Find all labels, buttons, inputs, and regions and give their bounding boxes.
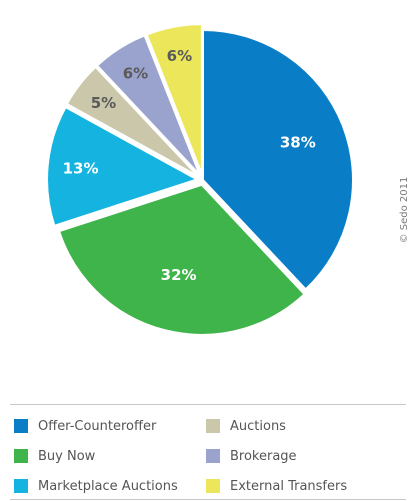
legend-label: External Transfers: [230, 478, 348, 494]
legend-label: Brokerage: [230, 448, 297, 464]
legend-item-brokerage: Brokerage: [206, 446, 297, 466]
legend-label: Auctions: [230, 418, 286, 434]
legend-swatch: [206, 419, 220, 433]
slice-label-external-transfers: 6%: [167, 47, 192, 65]
legend: Offer-Counteroffer Buy Now Marketplace A…: [14, 416, 404, 496]
legend-item-offer-counteroffer: Offer-Counteroffer: [14, 416, 156, 436]
pie-slice-external-transfers: [145, 23, 203, 175]
legend-swatch: [206, 449, 220, 463]
pie-slice-brokerage: [95, 34, 201, 176]
slice-label-marketplace-auctions: 13%: [63, 159, 99, 177]
legend-swatch: [14, 479, 28, 493]
legend-top-divider: [10, 404, 406, 405]
pie-slices: [46, 23, 354, 336]
pie-slice-buy-now: [57, 183, 306, 336]
pie-labels: 38% 32% 13% 5% 6% 6%: [63, 47, 316, 284]
slice-label-brokerage: 6%: [123, 65, 148, 83]
legend-item-buy-now: Buy Now: [14, 446, 95, 466]
legend-label: Buy Now: [38, 448, 96, 464]
slice-label-offer-counteroffer: 38%: [280, 133, 316, 151]
pie-slice-offer-counteroffer: [202, 28, 354, 291]
legend-label: Offer-Counteroffer: [38, 418, 157, 434]
copyright-text: © Sedo 2011: [399, 177, 410, 244]
pie-slice-auctions: [65, 65, 199, 178]
legend-swatch: [14, 449, 28, 463]
legend-swatch: [14, 419, 28, 433]
legend-item-external-transfers: External Transfers: [206, 476, 347, 496]
legend-bottom-divider: [10, 499, 406, 500]
pie-slice-marketplace-auctions: [46, 105, 200, 228]
legend-swatch: [206, 479, 220, 493]
legend-item-marketplace-auctions: Marketplace Auctions: [14, 476, 178, 496]
slice-label-buy-now: 32%: [161, 266, 197, 284]
legend-item-auctions: Auctions: [206, 416, 286, 436]
slice-label-auctions: 5%: [91, 94, 116, 112]
legend-label: Marketplace Auctions: [38, 478, 178, 494]
